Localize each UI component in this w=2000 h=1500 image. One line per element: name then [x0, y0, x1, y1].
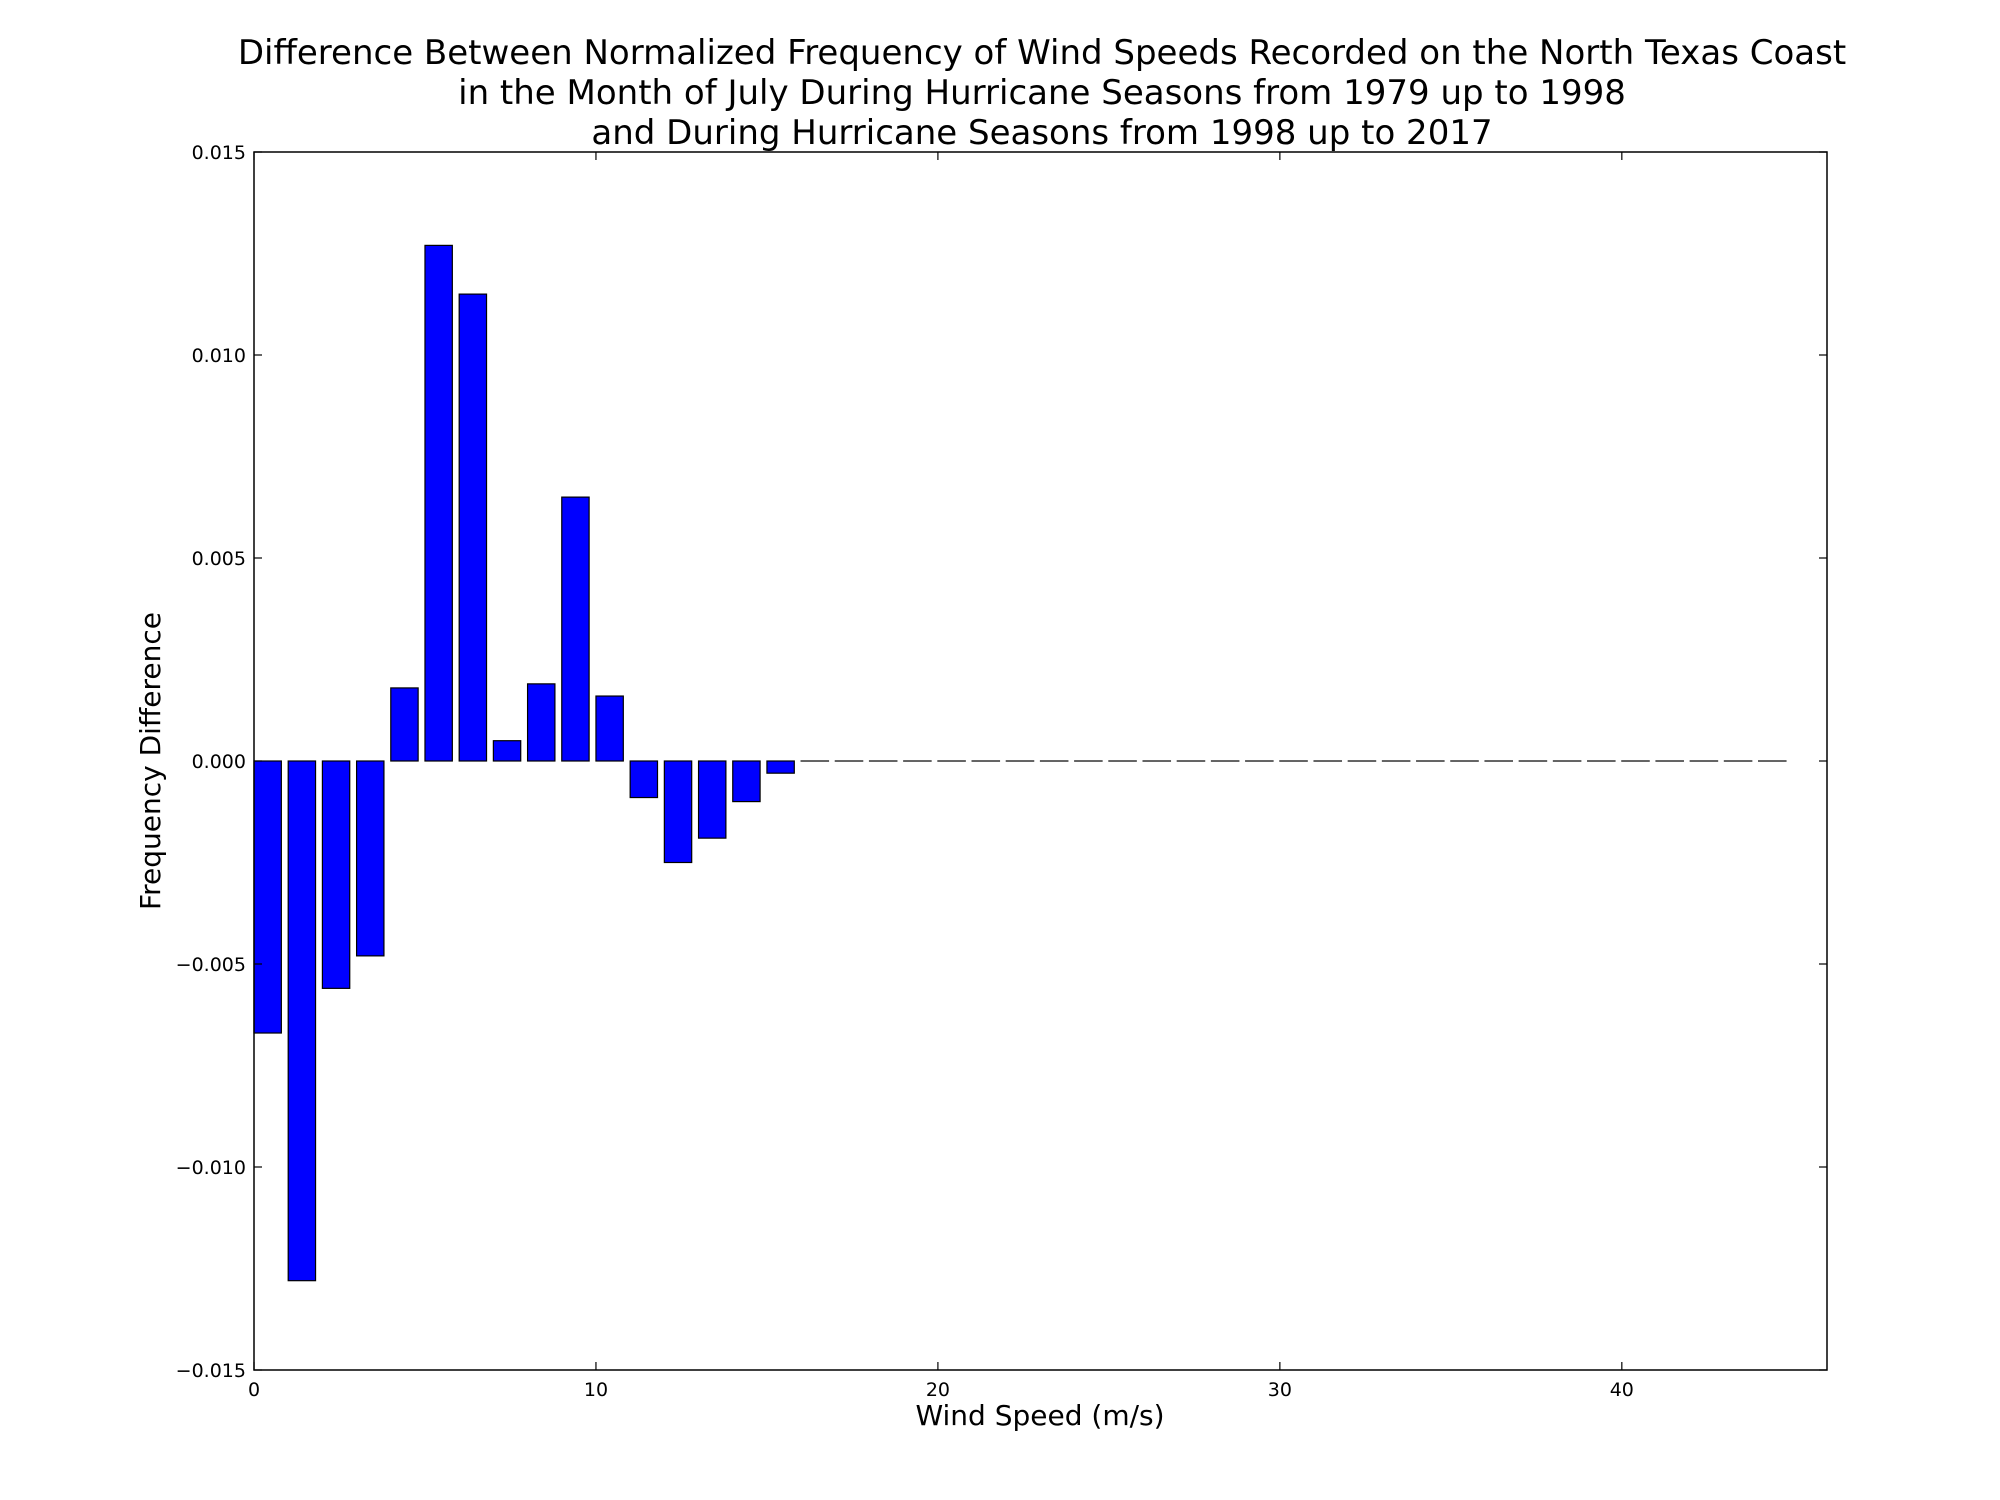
chart-title-line-3: and During Hurricane Seasons from 1998 u… [591, 113, 1492, 153]
bar-15 [766, 760, 795, 774]
y-tick-label: 0.015 [192, 142, 246, 164]
bar-9 [561, 496, 590, 762]
bar-14 [732, 760, 761, 803]
bar-series [253, 244, 1787, 1282]
x-axis: 0 10 20 30 40 [248, 152, 1634, 1401]
chart-title: Difference Between Normalized Frequency … [238, 33, 1846, 153]
x-axis-label: Wind Speed (m/s) [915, 1399, 1164, 1432]
y-axis-label: Frequency Difference [134, 612, 167, 910]
bar-0 [253, 760, 282, 1034]
bar-8 [526, 683, 556, 762]
bar-5 [424, 244, 453, 762]
bar-6 [458, 293, 488, 762]
bar-3 [355, 760, 385, 957]
bar-11 [629, 760, 659, 799]
x-tick-label: 40 [1610, 1379, 1634, 1401]
y-tick-label: 0.010 [192, 345, 246, 367]
chart-title-line-1: Difference Between Normalized Frequency … [238, 33, 1846, 73]
y-tick-label: −0.010 [176, 1157, 246, 1179]
y-axis: −0.015 −0.010 −0.005 0.000 0.005 0.010 0.015 [176, 142, 1827, 1382]
y-tick-label: −0.005 [176, 954, 246, 976]
x-tick-label: 20 [926, 1379, 950, 1401]
y-tick-label: 0.005 [192, 548, 246, 570]
bar-13 [697, 760, 727, 839]
y-tick-label: −0.015 [176, 1360, 246, 1382]
x-tick-label: 10 [584, 1379, 608, 1401]
y-tick-label: 0.000 [192, 751, 246, 773]
bar-10 [595, 695, 624, 762]
bar-7 [492, 740, 522, 762]
bar-4 [390, 687, 419, 762]
x-tick-label: 0 [248, 1379, 260, 1401]
bar-2 [321, 760, 351, 989]
x-tick-label: 30 [1268, 1379, 1292, 1401]
bar-12 [663, 760, 693, 864]
chart-title-line-2: in the Month of July During Hurricane Se… [458, 73, 1626, 113]
bar-1 [287, 760, 317, 1282]
